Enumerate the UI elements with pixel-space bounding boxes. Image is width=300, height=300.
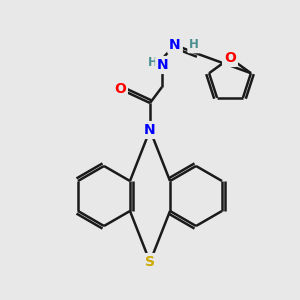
Text: O: O bbox=[114, 82, 126, 96]
Text: N: N bbox=[157, 58, 169, 72]
Text: N: N bbox=[169, 38, 181, 52]
Text: N: N bbox=[144, 123, 156, 137]
Text: O: O bbox=[224, 51, 236, 65]
Text: H: H bbox=[189, 38, 199, 52]
Text: S: S bbox=[145, 255, 155, 269]
Text: H: H bbox=[148, 56, 158, 70]
